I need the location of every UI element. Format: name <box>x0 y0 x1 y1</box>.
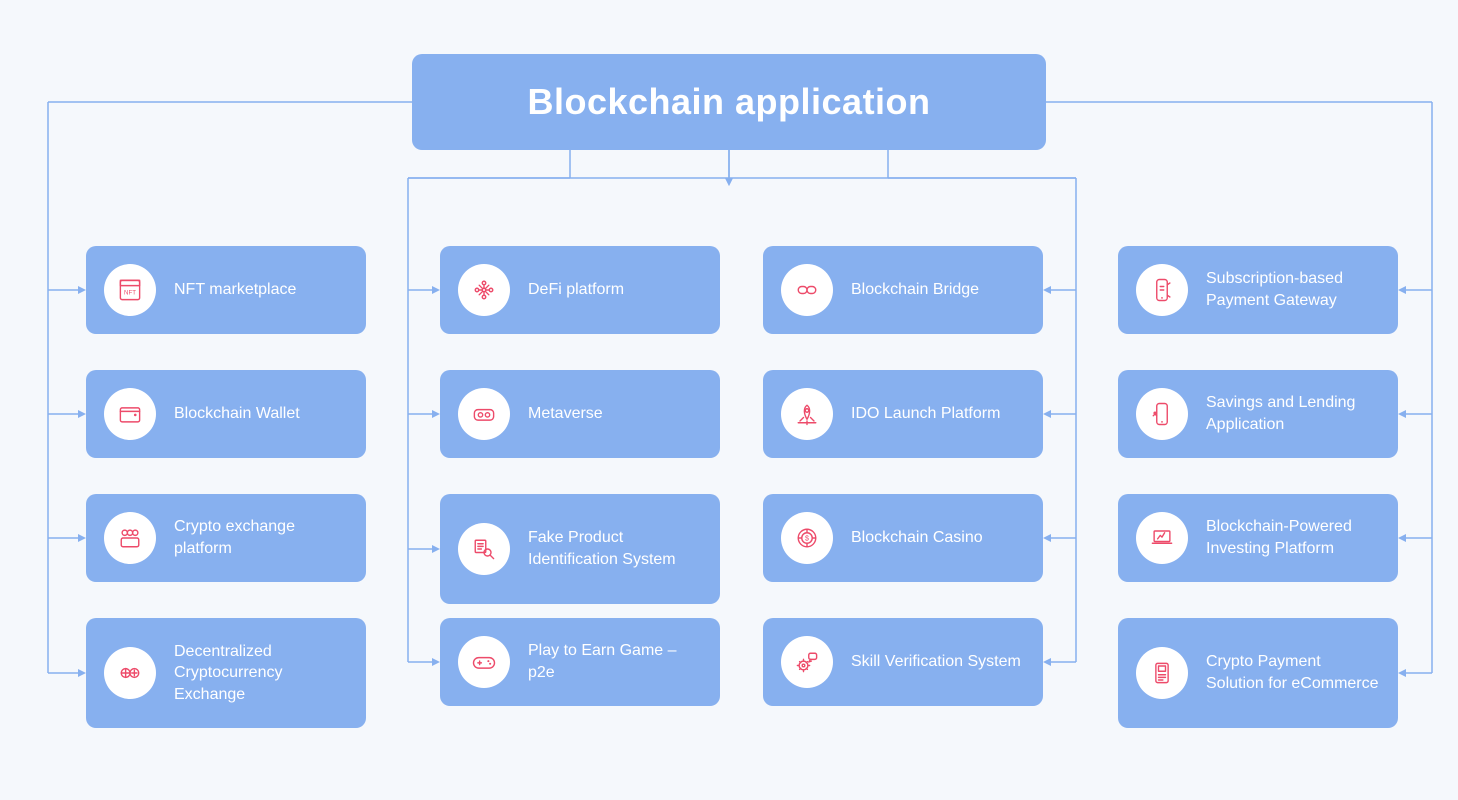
card-defi-platform: DeFi platform <box>440 246 720 334</box>
card-label: NFT marketplace <box>174 279 296 301</box>
card-label: Crypto exchange platform <box>174 516 348 559</box>
card-blockchain-casino: $ Blockchain Casino <box>763 494 1043 582</box>
casino-icon: $ <box>781 512 833 564</box>
card-label: Blockchain Casino <box>851 527 983 549</box>
card-label: Crypto Payment Solution for eCommerce <box>1206 651 1380 694</box>
card-savings-lending: Savings and Lending Application <box>1118 370 1398 458</box>
card-label: Play to Earn Game – p2e <box>528 640 702 683</box>
card-label: Blockchain Wallet <box>174 403 300 425</box>
card-label: Blockchain-Powered Investing Platform <box>1206 516 1380 559</box>
card-fake-product-id: Fake Product Identification System <box>440 494 720 604</box>
pos-icon <box>1136 647 1188 699</box>
dex-icon <box>104 647 156 699</box>
card-label: Skill Verification System <box>851 651 1021 673</box>
svg-text:NFT: NFT <box>124 289 136 296</box>
card-label: Metaverse <box>528 403 603 425</box>
card-label: Fake Product Identification System <box>528 527 702 570</box>
card-metaverse: Metaverse <box>440 370 720 458</box>
card-label: Blockchain Bridge <box>851 279 979 301</box>
network-icon <box>458 264 510 316</box>
diagram-header: Blockchain application <box>412 54 1046 150</box>
card-ido-launch: IDO Launch Platform <box>763 370 1043 458</box>
phone-pay-icon <box>1136 264 1188 316</box>
card-label: Savings and Lending Application <box>1206 392 1380 435</box>
card-blockchain-wallet: Blockchain Wallet <box>86 370 366 458</box>
card-play-to-earn: Play to Earn Game – p2e <box>440 618 720 706</box>
wallet-icon <box>104 388 156 440</box>
gamepad-icon <box>458 636 510 688</box>
card-subscription-gateway: Subscription-based Payment Gateway <box>1118 246 1398 334</box>
gears-icon <box>781 636 833 688</box>
card-investing-platform: Blockchain-Powered Investing Platform <box>1118 494 1398 582</box>
card-skill-verification: Skill Verification System <box>763 618 1043 706</box>
card-crypto-exchange: Crypto exchange platform <box>86 494 366 582</box>
rocket-icon <box>781 388 833 440</box>
laptop-icon <box>1136 512 1188 564</box>
diagram-title: Blockchain application <box>527 81 930 123</box>
search-icon <box>458 523 510 575</box>
chain-icon <box>781 264 833 316</box>
card-label: IDO Launch Platform <box>851 403 1000 425</box>
phone-touch-icon <box>1136 388 1188 440</box>
card-dex: Decentralized Cryptocurrency Exchange <box>86 618 366 728</box>
card-crypto-payment-ecom: Crypto Payment Solution for eCommerce <box>1118 618 1398 728</box>
vr-icon <box>458 388 510 440</box>
card-blockchain-bridge: Blockchain Bridge <box>763 246 1043 334</box>
card-label: Decentralized Cryptocurrency Exchange <box>174 641 348 706</box>
nft-icon: NFT <box>104 264 156 316</box>
svg-text:$: $ <box>805 536 809 543</box>
card-label: DeFi platform <box>528 279 624 301</box>
card-label: Subscription-based Payment Gateway <box>1206 268 1380 311</box>
card-nft-marketplace: NFT NFT marketplace <box>86 246 366 334</box>
exchange-icon <box>104 512 156 564</box>
